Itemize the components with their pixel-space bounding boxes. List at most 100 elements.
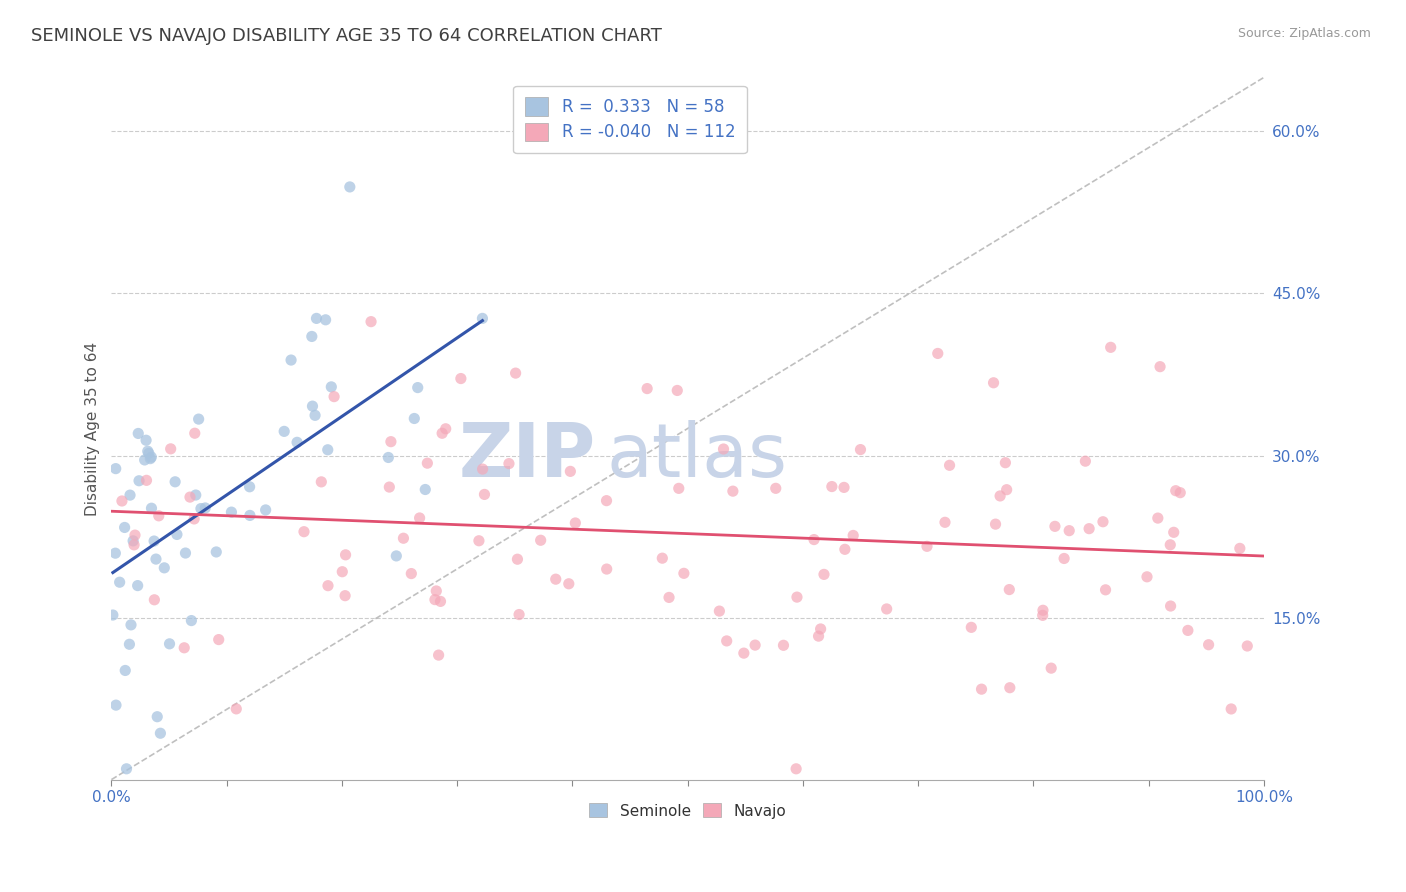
- Point: [159, 637, 181, 651]
- Point: [530, 533, 553, 548]
- Point: [135, 473, 157, 487]
- Point: [239, 508, 262, 523]
- Point: [122, 538, 145, 552]
- Point: [143, 592, 166, 607]
- Point: [1229, 541, 1251, 556]
- Point: [114, 664, 136, 678]
- Point: [104, 698, 127, 713]
- Point: [120, 618, 142, 632]
- Point: [672, 566, 695, 581]
- Point: [1220, 702, 1243, 716]
- Point: [1136, 570, 1159, 584]
- Point: [716, 634, 738, 648]
- Point: [145, 552, 167, 566]
- Point: [141, 501, 163, 516]
- Point: [101, 607, 124, 622]
- Point: [239, 480, 262, 494]
- Point: [813, 567, 835, 582]
- Point: [146, 709, 169, 723]
- Point: [765, 481, 787, 495]
- Point: [505, 366, 527, 380]
- Point: [666, 384, 689, 398]
- Point: [842, 528, 865, 542]
- Point: [468, 533, 491, 548]
- Point: [385, 549, 408, 563]
- Point: [118, 488, 141, 502]
- Point: [998, 681, 1021, 695]
- Point: [636, 382, 658, 396]
- Point: [427, 648, 450, 662]
- Point: [821, 479, 844, 493]
- Point: [339, 180, 361, 194]
- Point: [321, 380, 343, 394]
- Point: [166, 527, 188, 541]
- Point: [194, 500, 217, 515]
- Point: [148, 508, 170, 523]
- Point: [834, 542, 856, 557]
- Point: [377, 450, 399, 465]
- Point: [1094, 582, 1116, 597]
- Text: atlas: atlas: [607, 420, 787, 493]
- Point: [165, 475, 187, 489]
- Point: [304, 409, 326, 423]
- Point: [471, 311, 494, 326]
- Point: [498, 457, 520, 471]
- Point: [159, 442, 181, 456]
- Point: [876, 602, 898, 616]
- Point: [190, 501, 212, 516]
- Point: [1040, 661, 1063, 675]
- Point: [311, 475, 333, 489]
- Point: [406, 381, 429, 395]
- Point: [280, 353, 302, 368]
- Point: [392, 531, 415, 545]
- Point: [124, 528, 146, 542]
- Point: [173, 640, 195, 655]
- Point: [315, 313, 337, 327]
- Point: [136, 444, 159, 458]
- Point: [938, 458, 960, 473]
- Point: [450, 371, 472, 385]
- Point: [668, 481, 690, 495]
- Point: [998, 582, 1021, 597]
- Point: [330, 565, 353, 579]
- Point: [832, 480, 855, 494]
- Point: [285, 435, 308, 450]
- Point: [183, 512, 205, 526]
- Point: [786, 590, 808, 604]
- Point: [111, 494, 134, 508]
- Point: [434, 422, 457, 436]
- Point: [333, 589, 356, 603]
- Point: [127, 578, 149, 592]
- Point: [983, 376, 1005, 390]
- Point: [134, 453, 156, 467]
- Point: [143, 534, 166, 549]
- Point: [104, 546, 127, 560]
- Point: [141, 450, 163, 464]
- Point: [1198, 638, 1220, 652]
- Point: [335, 548, 357, 562]
- Point: [305, 311, 328, 326]
- Point: [179, 490, 201, 504]
- Legend: Seminole, Navajo: Seminole, Navajo: [583, 797, 793, 824]
- Point: [360, 315, 382, 329]
- Point: [174, 546, 197, 560]
- Point: [471, 462, 494, 476]
- Point: [425, 583, 447, 598]
- Point: [273, 425, 295, 439]
- Point: [413, 483, 436, 497]
- Point: [323, 390, 346, 404]
- Point: [560, 464, 582, 478]
- Point: [544, 572, 567, 586]
- Point: [658, 591, 681, 605]
- Text: ZIP: ZIP: [458, 420, 596, 493]
- Point: [1032, 608, 1054, 623]
- Text: Source: ZipAtlas.com: Source: ZipAtlas.com: [1237, 27, 1371, 40]
- Point: [807, 629, 830, 643]
- Point: [1163, 525, 1185, 540]
- Point: [1091, 515, 1114, 529]
- Point: [1099, 340, 1122, 354]
- Point: [205, 545, 228, 559]
- Point: [416, 456, 439, 470]
- Point: [430, 426, 453, 441]
- Point: [1032, 603, 1054, 617]
